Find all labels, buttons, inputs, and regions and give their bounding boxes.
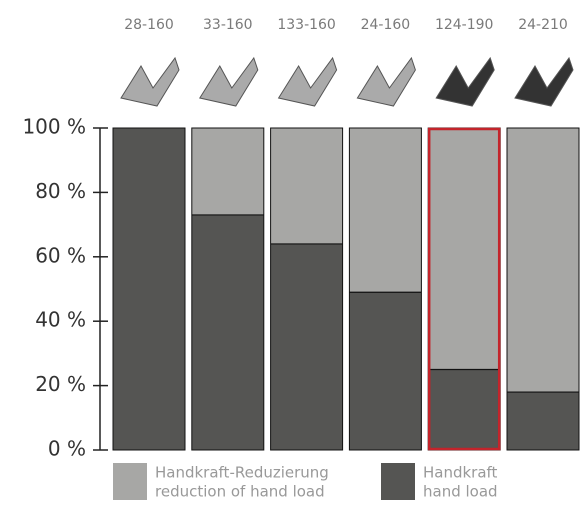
legend-label: Handkraft [423,464,498,482]
bar-segment [191,214,264,450]
legend-sublabel: reduction of hand load [155,483,325,501]
x-tick-label: 28-160 [124,17,174,33]
x-tick-label: 133-160 [277,17,336,33]
bar-segment [507,392,579,450]
product-image [514,56,574,107]
bar-segment [270,128,343,244]
y-tick-label: 80 % [35,179,86,203]
bar-segment [349,128,422,293]
bar-outline [112,127,186,451]
product-image [356,56,416,107]
x-tick-label: 24-210 [518,17,568,33]
product-image [435,56,495,107]
y-tick-label: 20 % [35,372,86,396]
bar-outline [348,127,422,451]
bar-segment [349,292,422,450]
bar-segment [191,128,264,215]
product-image [277,56,338,107]
bar-segment [270,243,343,450]
y-tick-label: 0 % [48,437,86,461]
y-tick-label: 100 % [22,115,86,139]
bar-segment [428,369,501,450]
x-tick-label: 124-190 [435,17,494,33]
bar-segment [113,128,185,450]
x-tick-label: 33-160 [203,17,253,33]
bar-segment [507,128,579,393]
product-image [120,56,180,107]
y-tick-label: 40 % [35,308,86,332]
bar-segment [428,128,501,370]
legend-sublabel: hand load [423,483,498,501]
legend-label: Handkraft-Reduzierung [155,464,329,482]
y-tick-label: 60 % [35,243,86,267]
bar-outline [191,127,265,451]
highlight-frame [427,127,501,451]
x-tick-label: 24-160 [361,17,411,33]
bar-outline [506,127,580,451]
legend-swatch [113,463,147,500]
bar-outline [270,127,344,451]
legend-swatch [381,463,415,500]
product-image [199,56,259,107]
